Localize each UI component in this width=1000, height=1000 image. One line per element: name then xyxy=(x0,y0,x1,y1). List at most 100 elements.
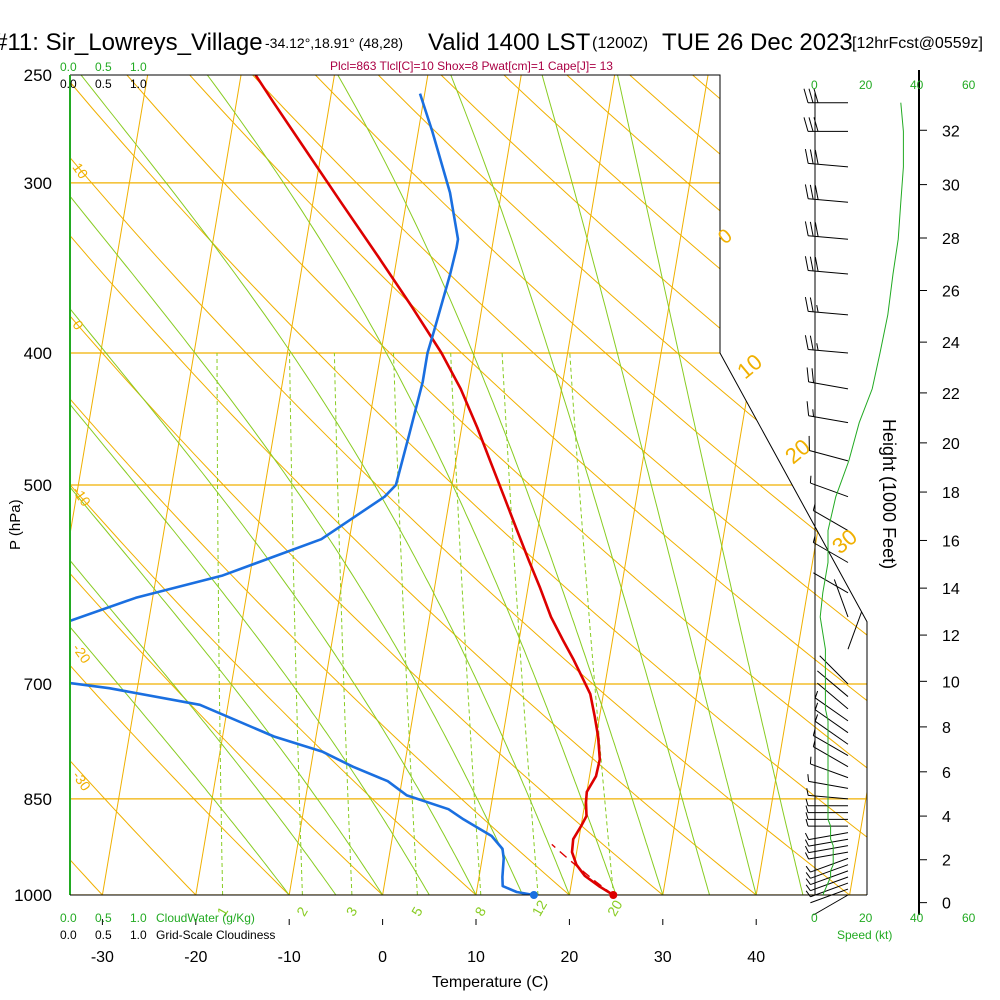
barb-flag xyxy=(814,257,819,272)
wind-barb xyxy=(809,475,849,498)
barb-staff xyxy=(810,763,849,779)
dry-adiabat-line xyxy=(252,75,867,895)
barb-staff xyxy=(808,381,849,390)
dry-adiabat-line xyxy=(0,75,9,895)
scale-label: 60 xyxy=(962,78,976,92)
parcel-profile xyxy=(551,843,614,895)
barb-half-flag xyxy=(804,852,810,860)
height-tick-label: 2 xyxy=(942,853,951,870)
barb-flag xyxy=(803,117,809,132)
wind-barb xyxy=(805,870,849,886)
barb-flag xyxy=(814,185,819,200)
barb-staff xyxy=(808,851,849,860)
mixing-ratio-line xyxy=(501,352,539,895)
wind-barb xyxy=(805,876,849,892)
wind-barb xyxy=(804,256,849,275)
cloudiness-bottom-scale: 0.0 0.5 1.0 Grid-Scale Cloudiness xyxy=(60,928,275,942)
barb-half-flag xyxy=(805,798,809,806)
dry-adiabat-line xyxy=(70,75,757,895)
barb-flag xyxy=(804,335,809,350)
height-tick-label: 22 xyxy=(942,386,960,403)
barb-flag xyxy=(804,296,809,312)
mixing-ratio-label: 20 xyxy=(604,897,626,919)
mixing-ratio-label: 3 xyxy=(343,904,361,919)
barb-flag xyxy=(814,222,819,237)
wind-barb xyxy=(806,788,849,800)
barb-half-flag xyxy=(805,812,809,820)
temperature-tick-label: -20 xyxy=(184,949,207,966)
pressure-tick-label: 1000 xyxy=(14,886,52,905)
dry-adiabat-line xyxy=(70,75,197,895)
dry-adiabat-line xyxy=(189,75,867,895)
barb-flag xyxy=(808,117,814,132)
wind-barb xyxy=(804,851,849,860)
height-tick-label: 0 xyxy=(942,896,951,913)
barb-flag xyxy=(808,88,814,103)
moist-adiabat-label: 10 xyxy=(732,349,767,384)
height-tick-label: 14 xyxy=(942,581,960,598)
wind-barb xyxy=(805,857,849,873)
scale-label: 0.5 xyxy=(95,77,112,91)
wind-barb xyxy=(805,798,848,807)
wind-barb xyxy=(805,818,848,827)
wind-barb xyxy=(803,88,848,104)
barb-staff xyxy=(813,746,849,768)
barb-half-flag xyxy=(805,818,809,827)
barb-half-flag xyxy=(812,409,815,417)
barb-staff xyxy=(814,697,849,722)
barb-staff xyxy=(810,882,849,898)
temperature-tick-label: 40 xyxy=(747,949,765,966)
wind-barb xyxy=(813,572,849,594)
wind-barb xyxy=(833,579,849,618)
x-axis-title: Temperature (C) xyxy=(432,974,548,991)
moist-adiabat-label: 20 xyxy=(780,434,815,469)
barb-flag xyxy=(804,148,809,164)
barb-staff xyxy=(810,876,849,892)
temperature-tick-label: 10 xyxy=(467,949,485,966)
barb-flag xyxy=(813,117,819,132)
barb-half-flag xyxy=(804,839,810,847)
speed-bottom-scale: 0 20 40 60 Speed (kt) xyxy=(811,911,976,942)
height-tick-label: 26 xyxy=(942,284,960,301)
dry-adiabat-line xyxy=(440,75,867,895)
moist-adiabat-line xyxy=(70,75,384,895)
cloudwater-top-scale: 0.0 0.5 1.0 xyxy=(60,60,147,74)
height-tick-label: 12 xyxy=(942,628,960,645)
barb-staff xyxy=(808,832,849,841)
wind-barb xyxy=(817,682,849,710)
moist-adiabat-label: 0 xyxy=(714,225,737,249)
barb-staff xyxy=(810,888,849,904)
wind-barb xyxy=(805,882,849,898)
scale-label: 0.0 xyxy=(60,77,77,91)
barb-half-flag xyxy=(814,690,819,699)
dry-adiabat-line xyxy=(126,75,867,895)
barb-flag xyxy=(806,367,810,382)
temperature-tick-label: -10 xyxy=(278,949,301,966)
wind-barb xyxy=(809,756,849,779)
temperature-tick-label: 20 xyxy=(561,949,579,966)
barb-staff xyxy=(808,838,849,847)
mixing-ratio-line xyxy=(289,352,303,895)
dry-adiabat-line xyxy=(70,75,850,895)
barb-staff xyxy=(809,450,849,462)
height-tick-label: 6 xyxy=(942,765,951,782)
scale-label: 0 xyxy=(811,911,818,925)
chart-series xyxy=(70,75,614,895)
dry-adiabat-line xyxy=(70,75,570,895)
barb-staff xyxy=(808,845,849,854)
wind-barb xyxy=(805,812,848,820)
wind-barb xyxy=(847,611,863,650)
wind-barb xyxy=(819,655,849,685)
moist-adiabat-line xyxy=(70,75,477,895)
scale-label: 0.5 xyxy=(95,928,112,942)
dry-adiabat-label: 0 xyxy=(69,317,87,333)
wind-barb xyxy=(805,805,848,814)
height-tick-label: 4 xyxy=(942,809,951,826)
barb-flag xyxy=(809,256,814,272)
isotherm-line xyxy=(195,75,335,895)
height-tick-label: 24 xyxy=(942,335,960,352)
dry-adiabat-label: -30 xyxy=(69,768,94,794)
barb-half-flag xyxy=(809,756,812,764)
wind-barb xyxy=(810,888,849,904)
